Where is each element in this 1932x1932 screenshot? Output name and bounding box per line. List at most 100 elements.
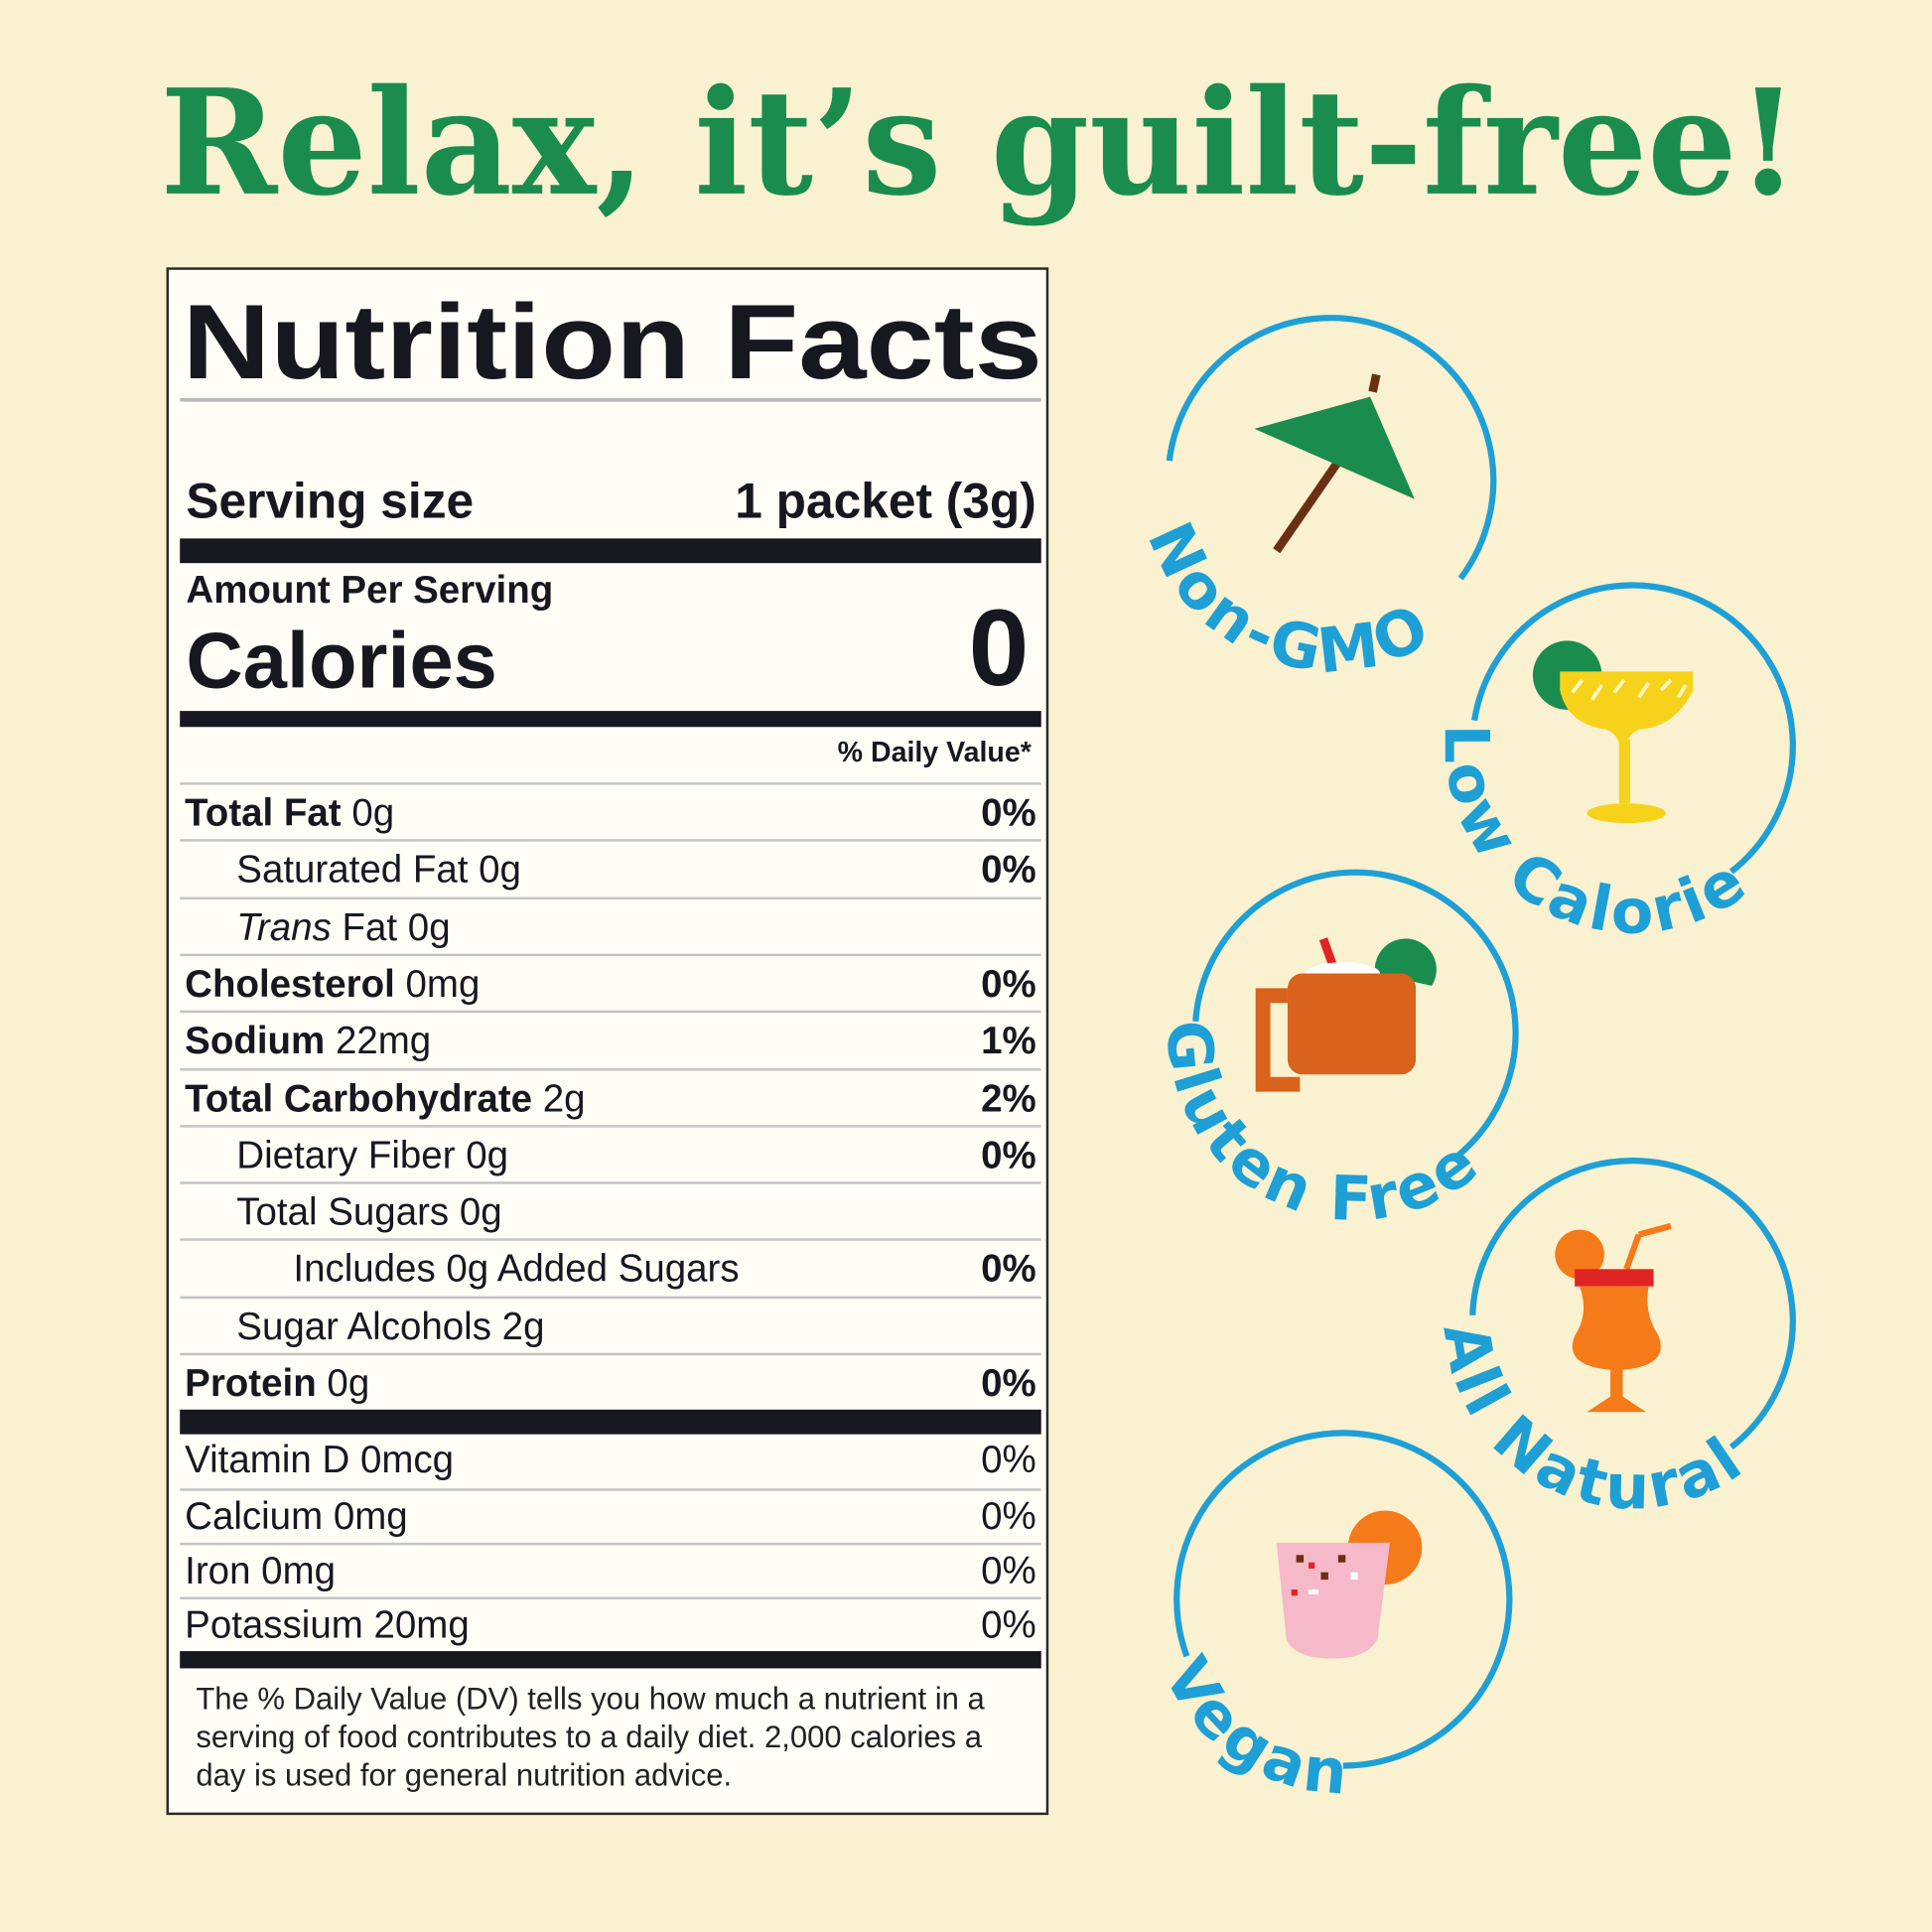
headline: Relax, it’s guilt-free! (160, 57, 1799, 228)
footnote-line: day is used for general nutrition advice… (196, 1758, 733, 1793)
nutrient-label: Cholesterol (185, 962, 395, 1006)
nutrient-row: Protein 0g 0% (180, 1352, 1041, 1410)
footnote: The % Daily Value (DV) tells you how muc… (196, 1681, 984, 1795)
nutrient-daily-value: 0% (981, 1133, 1036, 1176)
nutrient-label: Total Sugars (236, 1190, 450, 1234)
vitamin-row: Potassium 20mg 0% (180, 1596, 1041, 1649)
nutrient-row: Total Sugars 0g (180, 1181, 1041, 1238)
footnote-line: The % Daily Value (DV) tells you how muc… (196, 1682, 985, 1717)
nutrient-name: Total Carbohydrate 2g (185, 1072, 585, 1124)
nutrient-daily-value: 0% (981, 962, 1036, 1006)
vitamin-row: Vitamin D 0mcg 0% (180, 1435, 1041, 1487)
nutrient-row: Sodium 22mg 1% (180, 1010, 1041, 1067)
badge-ring (1469, 1158, 1796, 1450)
nutrient-daily-value: 0% (981, 1361, 1036, 1405)
nutrient-label: Total Carbohydrate (185, 1076, 533, 1120)
nutrient-name: Sodium 22mg (185, 1016, 431, 1067)
nutrient-label: Dietary Fiber (236, 1133, 456, 1176)
nutrient-label: Fat (342, 904, 398, 949)
nutrient-name: Dietary Fiber 0g (236, 1130, 508, 1181)
thick-divider (180, 1409, 1041, 1435)
margarita-glass-icon (1532, 640, 1694, 824)
nutrition-title: Nutrition Facts (183, 285, 1042, 391)
nutrition-facts-label: Nutrition Facts Serving size 1 packet (3… (166, 267, 1049, 1816)
nutrient-name: Sugar Alcohols 2g (236, 1301, 544, 1352)
nutrient-amount: 0g (407, 904, 451, 949)
nutrient-row: Saturated Fat 0g 0% (180, 839, 1041, 897)
vitamin-amount: 20mg (373, 1602, 470, 1647)
cocktail-umbrella-icon (1254, 373, 1415, 554)
nutrient-label: Saturated Fat (236, 848, 469, 892)
hurricane-glass-icon (1555, 1222, 1672, 1413)
badge-ring (1471, 582, 1796, 875)
thick-divider (180, 538, 1041, 564)
vitamin-amount: 0mcg (359, 1438, 455, 1481)
nutrient-amount: 0g (479, 848, 521, 892)
nutrient-amount: 2g (542, 1076, 586, 1120)
badge-ring (1192, 869, 1519, 1159)
nutrient-name: Trans Fat 0g (236, 901, 450, 953)
footnote-line: serving of food contributes to a daily d… (196, 1720, 983, 1755)
nutrient-label: Sugar Alcohols (236, 1304, 491, 1348)
mule-mug-icon (1255, 937, 1437, 1092)
vitamin-label: Calcium (185, 1494, 324, 1538)
nutrition-title-wrap: Nutrition Facts (183, 285, 1042, 391)
badge-low-calorie: Low Calorie (1431, 582, 1796, 948)
nutrient-amount: 0mg (405, 962, 481, 1006)
nutrient-row: Trans Fat 0g (180, 897, 1041, 953)
vitamin-row: Iron 0mg 0% (180, 1542, 1041, 1596)
nutrient-name: Protein 0g (185, 1358, 369, 1410)
vitamin-daily-value: 0% (981, 1549, 1036, 1592)
vitamin-row: Calcium 0mg 0% (180, 1488, 1041, 1541)
badge-label-text: Low Calorie (1431, 724, 1757, 947)
nutrient-label: Includes 0g Added Sugars (293, 1247, 740, 1291)
daily-value-header: % Daily Value* (837, 735, 1032, 768)
headline-banner: Relax, it’s guilt-free! (160, 57, 1799, 228)
nutrient-row: Sugar Alcohols 2g (180, 1296, 1041, 1352)
vitamin-daily-value: 0% (981, 1602, 1036, 1647)
nutrient-name-italic: Trans (236, 904, 332, 949)
nutrient-daily-value: 2% (981, 1076, 1036, 1120)
nutrient-name: Includes 0g Added Sugars (293, 1244, 739, 1296)
vitamin-amount: 0mg (333, 1494, 408, 1538)
vitamin-label: Vitamin D (185, 1438, 350, 1481)
nutrient-daily-value: 1% (981, 1019, 1036, 1063)
nutrient-daily-value: 0% (981, 790, 1036, 835)
nutrient-name: Saturated Fat 0g (236, 845, 521, 897)
nutrient-name: Total Sugars 0g (236, 1186, 501, 1238)
badge-ring (1173, 1430, 1513, 1769)
nutrient-amount: 0g (327, 1361, 370, 1405)
serving-size-label: Serving size (186, 474, 475, 529)
nutrient-daily-value: 0% (981, 848, 1036, 892)
amount-per-serving: Amount Per Serving (186, 568, 554, 612)
vitamin-name: Vitamin D 0mcg (185, 1436, 454, 1485)
nutrient-label: Total Fat (185, 790, 342, 835)
vitamin-daily-value: 0% (981, 1494, 1036, 1538)
vitamin-label: Iron (185, 1549, 251, 1592)
vitamin-amount: 0mg (261, 1549, 337, 1592)
vitamin-label: Potassium (185, 1602, 363, 1647)
title-divider (180, 397, 1041, 402)
vitamin-name: Calcium 0mg (185, 1492, 408, 1542)
calories-value: 0 (968, 586, 1030, 709)
nutrient-amount: 0g (466, 1133, 509, 1176)
badge-ring (1166, 315, 1497, 581)
calories-label: Calories (186, 616, 497, 705)
nutrient-name: Cholesterol 0mg (185, 958, 480, 1010)
pink-cocktail-icon (1276, 1510, 1423, 1659)
badge-non-gmo: Non-GMO (1134, 315, 1497, 688)
nutrient-label: Protein (185, 1361, 317, 1405)
nutrient-amount: 22mg (335, 1019, 432, 1063)
nutrient-amount: 2g (501, 1304, 545, 1348)
nutrient-amount: 0g (459, 1190, 502, 1234)
nutrient-row: Dietary Fiber 0g 0% (180, 1124, 1041, 1181)
badge-label-text: Vegan (1150, 1645, 1350, 1809)
nutrient-name: Total Fat 0g (185, 787, 394, 839)
vitamin-name: Potassium 20mg (185, 1600, 470, 1650)
serving-size-value: 1 packet (3g) (735, 474, 1036, 529)
medium-divider (180, 711, 1041, 728)
nutrient-daily-value: 0% (981, 1247, 1036, 1291)
vitamin-name: Iron 0mg (185, 1547, 336, 1596)
